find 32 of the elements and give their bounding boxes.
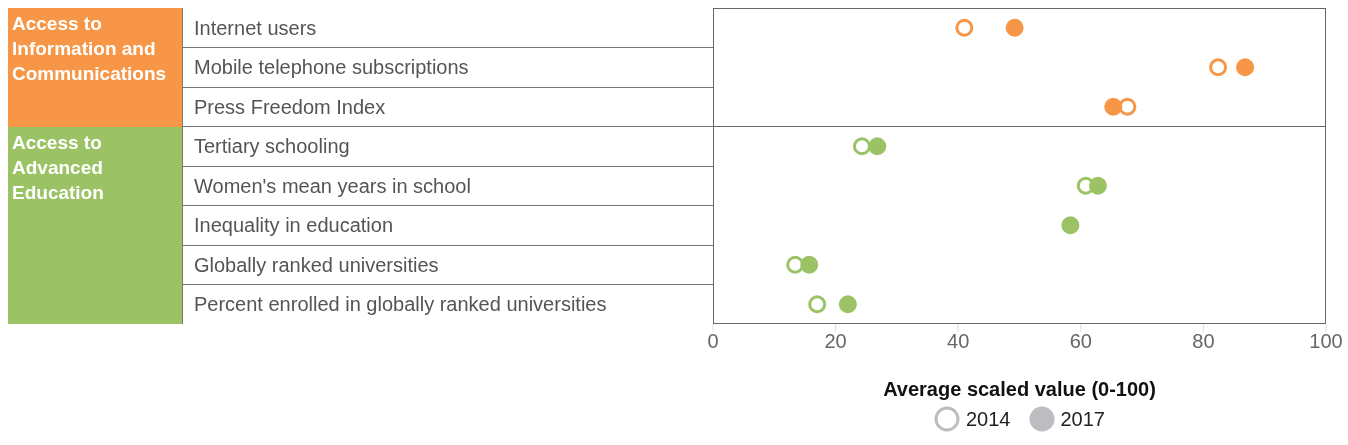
x-tick-label: 0 <box>707 330 719 353</box>
point <box>808 295 827 314</box>
y-tick-label: Women's mean years in school <box>194 174 471 197</box>
x-tick-label: 100 <box>1309 330 1343 353</box>
text: 2014 <box>965 406 1011 432</box>
point <box>1005 18 1024 37</box>
text: 2017 <box>1059 406 1105 432</box>
x-tick-label: 80 <box>1192 330 1215 353</box>
x-tick-label: 40 <box>947 330 970 353</box>
text: Access to Information and Communications <box>8 8 182 127</box>
point <box>852 137 871 156</box>
x-axis-title: Average scaled value (0-100) <box>883 378 1156 400</box>
point <box>1104 97 1123 116</box>
y-tick-label: Tertiary schooling <box>194 135 350 158</box>
point <box>955 18 974 37</box>
y-tick-label: Inequality in education <box>194 214 394 237</box>
point <box>868 137 887 156</box>
x-tick-label: 60 <box>1069 330 1092 353</box>
y-tick-label: Press Freedom Index <box>194 95 386 118</box>
point <box>1061 216 1080 235</box>
point <box>1088 176 1107 195</box>
point <box>1236 58 1255 77</box>
y-tick-label: Internet users <box>194 16 317 39</box>
y-tick-label: Percent enrolled in globally ranked universities <box>194 293 607 316</box>
x-tick-label: 20 <box>824 330 847 353</box>
point <box>800 255 819 274</box>
point <box>1118 97 1137 116</box>
point <box>1209 58 1228 77</box>
y-tick-label: Mobile telephone subscriptions <box>194 56 469 79</box>
y-tick-label: Globally ranked universities <box>194 253 439 276</box>
point <box>838 295 857 314</box>
text: Access to Advanced Education <box>8 126 182 324</box>
